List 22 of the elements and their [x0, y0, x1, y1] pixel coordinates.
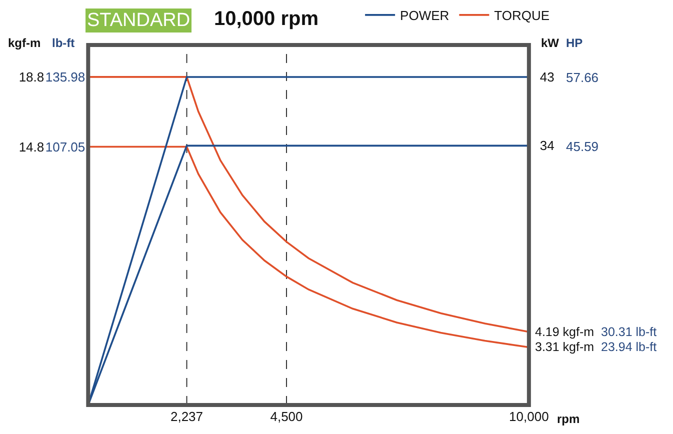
- y3-tick-label: 107.05: [45, 139, 86, 154]
- y3-axis-title: lb-ft: [52, 36, 75, 50]
- legend-label: TORQUE: [494, 8, 550, 24]
- y-tick-label: 14.8: [18, 139, 44, 154]
- text: HP: [566, 36, 583, 50]
- chart-subtitle: 10,000 rpm: [214, 8, 319, 30]
- y-tick-label: 18.8: [18, 69, 44, 84]
- legend-label: POWER: [400, 8, 450, 24]
- y3-tick-label: 135.98: [45, 69, 86, 84]
- y2-tick-label: 34: [540, 138, 554, 154]
- x-axis-title: rpm: [557, 412, 580, 426]
- y-axis-title: kgf-m: [8, 36, 41, 50]
- text: 57.66: [566, 70, 599, 85]
- x-tick-label: 2,237: [170, 409, 204, 424]
- chart-title: STANDARD: [87, 10, 190, 31]
- annotation: 3.31 kgf-m 23.94 lb-ft: [535, 340, 658, 354]
- x-tick-label: 10,000: [509, 409, 549, 424]
- annotation: 4.19 kgf-m 30.31 lb-ft: [535, 325, 658, 339]
- x-tick-label: 4,500: [270, 409, 303, 424]
- y2-tick-label: 43: [540, 70, 554, 85]
- y2-axis-title: kW: [541, 36, 560, 50]
- text: 45.59: [566, 139, 599, 154]
